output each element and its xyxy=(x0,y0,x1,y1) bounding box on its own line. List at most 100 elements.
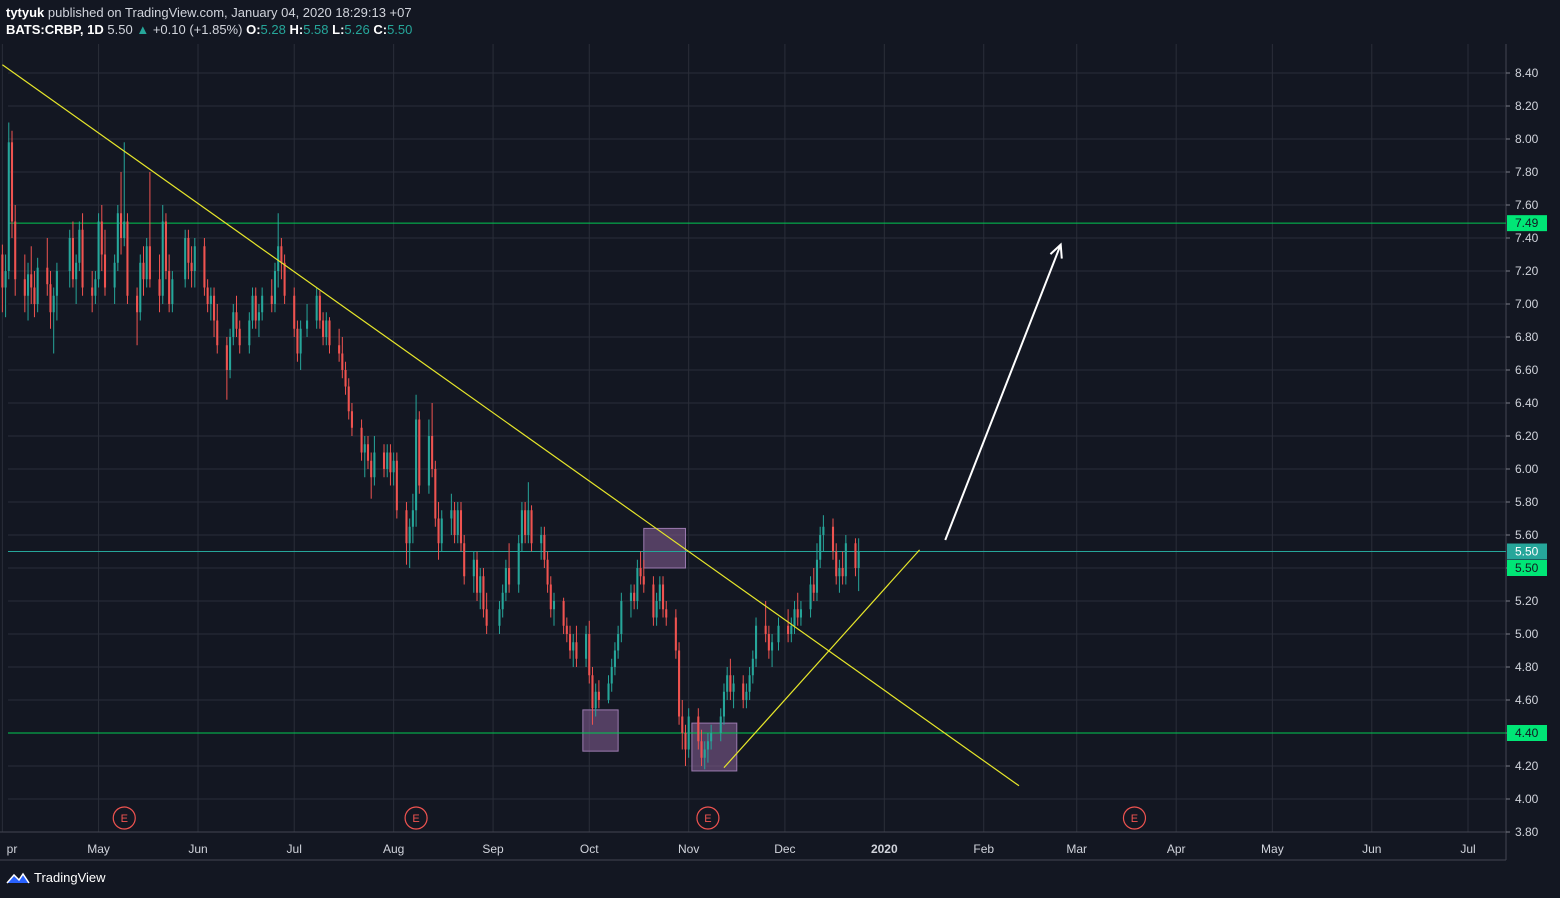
candle-body xyxy=(742,683,745,700)
candle-body xyxy=(732,683,735,692)
candle-body xyxy=(463,543,466,577)
candle-body xyxy=(97,221,100,280)
candle-body xyxy=(341,353,344,370)
candle-body xyxy=(588,634,591,676)
price-tick-label: 8.00 xyxy=(1515,132,1539,146)
candle-body xyxy=(386,452,389,469)
price-tick-label: 7.20 xyxy=(1515,264,1539,278)
time-tick-label: Jul xyxy=(1460,842,1475,856)
publish-info: published on TradingView.com, January 04… xyxy=(47,5,412,20)
candle-body xyxy=(642,576,645,585)
candle-body xyxy=(238,328,241,346)
highlight-box[interactable] xyxy=(582,709,619,752)
candle-body xyxy=(322,320,325,337)
candle-body xyxy=(103,254,107,288)
time-tick-label: Sep xyxy=(482,842,504,856)
candle-body xyxy=(360,427,363,453)
candle-body xyxy=(395,460,398,511)
time-tick-label: Feb xyxy=(973,842,994,856)
earnings-label: E xyxy=(121,813,128,825)
candle-body xyxy=(296,328,299,354)
candle-body xyxy=(726,675,729,692)
candle-body xyxy=(748,675,751,692)
trendline[interactable] xyxy=(2,64,1020,787)
candle-body xyxy=(710,733,713,742)
earnings-marker[interactable] xyxy=(696,806,720,830)
price-tick-label: 6.00 xyxy=(1515,462,1539,476)
earnings-label: E xyxy=(412,813,419,825)
high-value: 5.58 xyxy=(303,22,329,37)
time-tick-label: 2020 xyxy=(871,842,898,856)
candle-body xyxy=(142,262,145,280)
candle-body xyxy=(854,543,857,568)
candle-body xyxy=(472,559,475,577)
candle-body xyxy=(257,312,260,321)
highlight-box[interactable] xyxy=(643,527,686,569)
up-arrow-icon: ▲ xyxy=(136,22,150,37)
price-tick-label: 6.60 xyxy=(1515,363,1539,377)
candle-body xyxy=(283,262,286,296)
price-tick-label: 7.80 xyxy=(1515,165,1539,179)
candle-body xyxy=(678,650,681,717)
candle-body xyxy=(674,617,677,651)
close-value: 5.50 xyxy=(387,22,413,37)
candle-body xyxy=(49,284,52,313)
last-price: 5.50 xyxy=(107,22,133,37)
candle-body xyxy=(857,551,860,568)
candle-body xyxy=(485,609,488,626)
candle-body xyxy=(453,510,456,535)
candle-body xyxy=(203,246,206,288)
price-label-text: 4.40 xyxy=(1515,726,1539,740)
candle-body xyxy=(610,667,613,684)
candle-body xyxy=(658,584,661,601)
candle-body xyxy=(232,312,235,337)
candle-body xyxy=(225,345,228,370)
candle-body xyxy=(530,510,533,544)
candle-body xyxy=(190,262,193,271)
candle-body xyxy=(427,436,430,486)
trendline[interactable] xyxy=(723,549,921,769)
candle-body xyxy=(7,142,10,271)
candle-body xyxy=(700,741,703,758)
candle-body xyxy=(613,650,616,667)
earnings-marker[interactable] xyxy=(1122,806,1147,830)
candle-body xyxy=(30,274,33,288)
candle-body xyxy=(703,749,706,758)
candle-body xyxy=(655,601,658,618)
candle-body xyxy=(617,634,620,651)
candle-body xyxy=(408,526,411,544)
candle-body xyxy=(745,691,748,700)
candle-body xyxy=(517,543,520,585)
time-tick-label: Apr xyxy=(1167,842,1186,856)
price-label-box xyxy=(1507,560,1547,576)
candle-body xyxy=(754,625,758,659)
earnings-marker[interactable] xyxy=(112,806,136,830)
candle-body xyxy=(546,559,549,585)
candle-body xyxy=(799,609,802,618)
price-label-text: 7.49 xyxy=(1515,216,1539,230)
tradingview-branding[interactable]: TradingView xyxy=(6,870,106,885)
candle-body xyxy=(126,221,129,296)
candle-body xyxy=(456,510,459,535)
candle-body xyxy=(572,642,575,651)
price-tick-label: 8.20 xyxy=(1515,99,1539,113)
candle-body xyxy=(229,337,232,370)
price-tick-label: 4.80 xyxy=(1515,660,1539,674)
candle-body xyxy=(164,221,167,271)
candle-body xyxy=(145,246,148,280)
highlight-box[interactable] xyxy=(691,722,738,772)
candle-body xyxy=(168,271,171,304)
candle-body xyxy=(787,625,790,634)
candle-body xyxy=(527,510,530,535)
projection-arrow[interactable] xyxy=(944,244,1062,541)
author-name[interactable]: tytyuk xyxy=(6,5,45,20)
earnings-marker[interactable] xyxy=(404,806,428,830)
candle-body xyxy=(184,238,187,280)
candle-body xyxy=(764,625,767,634)
candle-body xyxy=(838,568,841,577)
candle-body xyxy=(751,658,754,676)
price-tick-label: 5.20 xyxy=(1515,594,1539,608)
symbol-label[interactable]: BATS:CRBP, 1D xyxy=(6,22,104,37)
candle-body xyxy=(411,510,414,527)
